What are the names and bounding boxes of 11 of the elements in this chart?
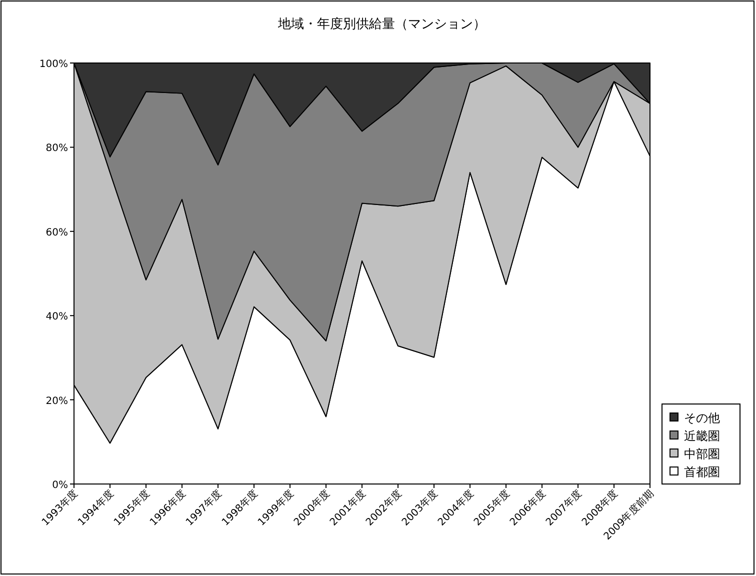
legend-label: その他 bbox=[684, 411, 720, 425]
chart-title: 地域・年度別供給量（マンション） bbox=[277, 16, 486, 32]
legend-label: 中部圏 bbox=[684, 447, 720, 461]
y-tick-label: 100% bbox=[39, 59, 68, 70]
y-tick-label: 40% bbox=[46, 312, 68, 323]
legend-label: 近畿圏 bbox=[684, 429, 720, 443]
y-tick-label: 20% bbox=[46, 396, 68, 407]
y-tick-label: 60% bbox=[46, 227, 68, 238]
y-tick-label: 80% bbox=[46, 143, 68, 154]
legend-label: 首都圏 bbox=[684, 465, 720, 479]
y-tick-label: 0% bbox=[52, 480, 68, 491]
